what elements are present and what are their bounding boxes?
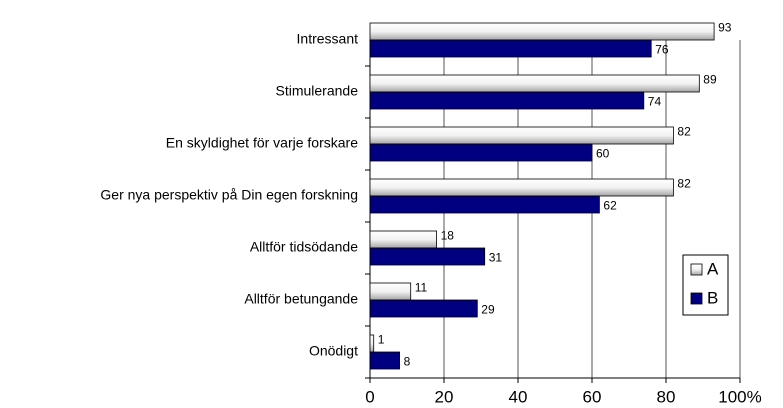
value-label: 11 (415, 281, 428, 295)
bar (369, 299, 478, 318)
y-tick-label: En skyldighet för varje forskare (166, 135, 358, 151)
y-tick-label: Ger nya perspektiv på Din egen forskning (100, 187, 358, 203)
y-tick-label: Stimulerande (276, 83, 359, 99)
value-label: 18 (441, 229, 455, 243)
bar (369, 22, 715, 41)
bar (369, 74, 700, 93)
bar (369, 143, 593, 162)
value-label: 93 (718, 21, 732, 35)
x-tick-label: 100% (718, 387, 761, 406)
y-tick-label: Intressant (297, 31, 359, 47)
value-label: 31 (489, 251, 503, 265)
bar (369, 351, 401, 370)
legend-swatch (690, 292, 703, 305)
y-tick-label: Alltför tidsödande (250, 239, 358, 255)
value-label: 1 (378, 333, 385, 347)
x-tick-label: 20 (435, 387, 454, 406)
y-tick-label: Alltför betungande (244, 291, 358, 307)
legend-swatch (690, 263, 703, 276)
value-label: 8 (404, 355, 411, 369)
bar (369, 195, 600, 214)
value-label: 82 (677, 125, 691, 139)
legend-label: B (707, 288, 718, 307)
bar (369, 39, 652, 58)
bar (369, 91, 645, 110)
legend-label: A (707, 259, 719, 278)
bar (369, 178, 674, 197)
bar (369, 247, 486, 266)
x-tick-label: 60 (583, 387, 602, 406)
x-tick-label: 80 (657, 387, 676, 406)
value-label: 74 (648, 95, 662, 109)
legend-box (682, 254, 729, 316)
bar (369, 126, 674, 145)
value-label: 89 (703, 73, 717, 87)
value-label: 82 (677, 177, 691, 191)
x-tick-label: 40 (509, 387, 528, 406)
bar (369, 334, 375, 353)
value-label: 62 (603, 199, 617, 213)
x-tick-label: 0 (365, 387, 374, 406)
value-label: 76 (655, 43, 669, 57)
bar (369, 282, 412, 301)
bar (369, 230, 437, 249)
y-tick-label: Onödigt (309, 343, 358, 359)
value-label: 29 (481, 303, 495, 317)
value-label: 60 (596, 147, 610, 161)
